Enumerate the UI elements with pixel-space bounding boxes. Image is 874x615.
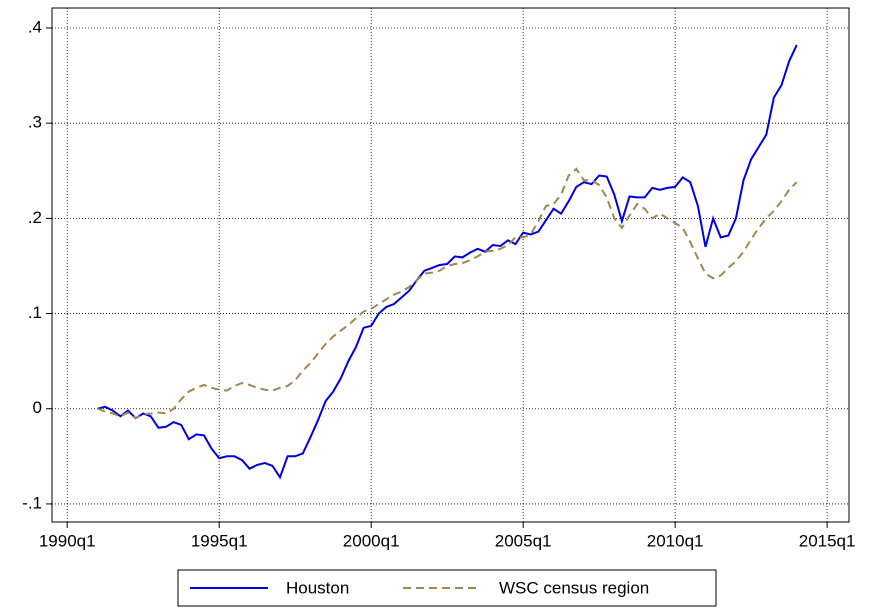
x-tick-label: 2000q1 [343,531,400,550]
series-line [97,167,798,420]
series-line [97,44,798,480]
legend-label: Houston [286,578,349,597]
y-tick-label: .1 [28,303,42,322]
x-tick-label: 2005q1 [495,531,552,550]
x-tick-label: 1990q1 [39,531,96,550]
y-tick-label: 0 [33,398,42,417]
y-tick-label: .2 [28,208,42,227]
x-tick-label: 2015q1 [799,531,856,550]
y-tick-label: .4 [28,17,42,36]
x-tick-label: 1995q1 [191,531,248,550]
x-tick-label: 2010q1 [647,531,704,550]
y-tick-label: .3 [28,113,42,132]
y-tick-label: -.1 [22,493,42,512]
legend-label: WSC census region [499,578,649,597]
plot-frame [51,7,850,523]
